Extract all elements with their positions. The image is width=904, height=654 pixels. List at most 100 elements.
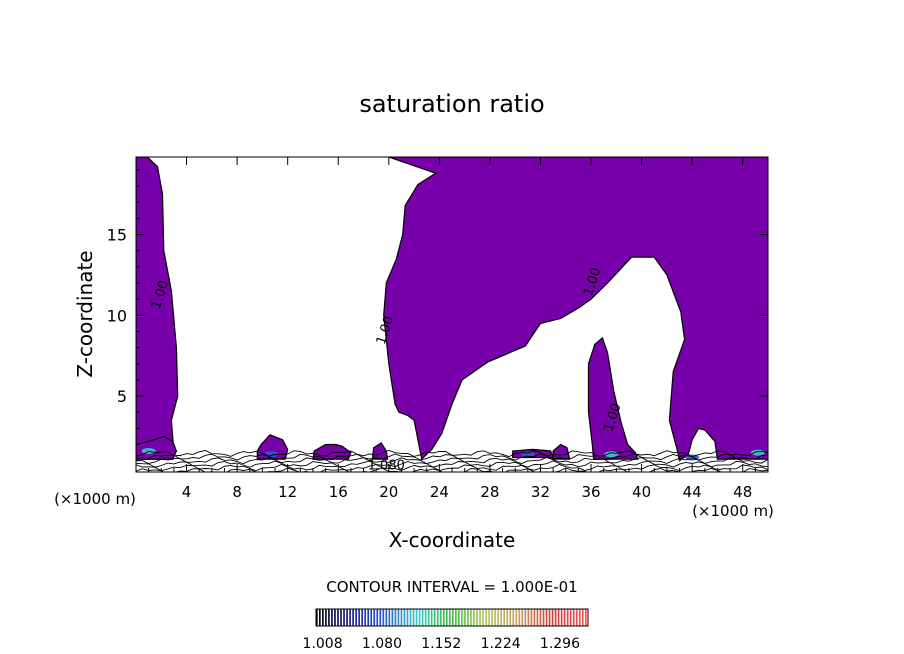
colorbar-stripe [400, 609, 403, 626]
x-tick-label-8: 8 [232, 483, 242, 501]
colorbar-stripe [361, 609, 363, 626]
colorbar-stripe [331, 609, 333, 626]
colorbar-stripe [385, 609, 388, 626]
colorbar-stripe [470, 609, 472, 626]
colorbar-stripe [521, 609, 524, 626]
colorbar-stripe [403, 609, 406, 626]
colorbar-stripe [458, 609, 460, 626]
colorbar-stripe [518, 609, 521, 626]
y-tick-label-15: 15 [107, 226, 127, 245]
colorbar-stripe [452, 609, 454, 626]
colorbar-stripe [530, 609, 533, 626]
colorbar-stripe [442, 609, 445, 626]
colorbar-stripe [476, 609, 478, 626]
colorbar-stripe [394, 609, 397, 626]
colorbar-stripe [409, 609, 412, 626]
colorbar-stripe [355, 609, 357, 626]
colorbar-stripe [325, 609, 327, 626]
colorbar-stripe [497, 609, 499, 626]
colorbar-stripe [512, 609, 515, 626]
x-tick-label-44: 44 [683, 483, 702, 501]
region-bump-33 [552, 443, 571, 460]
colorbar-stripe [488, 609, 490, 626]
colorbar-tick-labels: 1.008 1.080 1.152 1.224 1.296 [303, 636, 581, 652]
colorbar-frame [315, 608, 589, 627]
colorbar-stripe [569, 609, 572, 626]
colorbar-stripe [554, 609, 557, 626]
colorbar-stripe [542, 609, 545, 626]
y-tick-label-5: 5 [117, 387, 127, 406]
x-tick-label-28: 28 [480, 483, 499, 501]
colorbar-stripe [473, 609, 475, 626]
colorbar-stripe [379, 609, 382, 626]
chart-title: saturation ratio [359, 90, 544, 118]
colorbar-stripe [455, 609, 457, 626]
colorbar-stripe [322, 609, 324, 626]
colorbar-stripe [391, 609, 394, 626]
colorbar-stripe [566, 609, 569, 626]
colorbar-stripe [548, 609, 551, 626]
colorbar-stripe [503, 609, 506, 626]
x-tick-label-20: 20 [379, 483, 398, 501]
colorbar-stripe [560, 609, 563, 626]
colorbar-stripe [536, 609, 539, 626]
colorbar-stripe [328, 609, 330, 626]
cloud-regions [136, 157, 768, 462]
contour-interval-text: CONTOUR INTERVAL = 1.000E-01 [326, 578, 577, 596]
x-tick-label-16: 16 [329, 483, 348, 501]
colorbar-stripe [491, 609, 493, 626]
colorbar-stripe [482, 609, 484, 626]
colorbar-stripe [527, 609, 530, 626]
colorbar-stripe [539, 609, 542, 626]
colorbar-stripe [421, 609, 424, 626]
colorbar-stripe [433, 609, 436, 626]
x-tick-label-24: 24 [430, 483, 449, 501]
hot-spot-2 [750, 449, 765, 456]
region-pillar-36 [587, 336, 639, 460]
colorbar-stripe [479, 609, 481, 626]
colorbar-stripe [382, 609, 385, 626]
colorbar-stripe [427, 609, 430, 626]
colorbar-stripe [485, 609, 487, 626]
colorbar-tick-label-0: 1.008 [303, 636, 343, 652]
colorbar-stripe [572, 609, 575, 626]
colorbar-stripe [337, 609, 339, 626]
colorbar-stripe [430, 609, 433, 626]
colorbar-stripe [436, 609, 439, 626]
colorbar-stripe [581, 609, 584, 626]
colorbar-stripe [533, 609, 536, 626]
colorbar-stripe [334, 609, 336, 626]
colorbar-stripe [373, 609, 376, 626]
terrain-contour-3 [136, 456, 768, 465]
y-tick-label-10: 10 [107, 306, 127, 325]
colorbar-stripe [367, 609, 370, 626]
x-tick-label-32: 32 [531, 483, 550, 501]
colorbar-stripe [575, 609, 578, 626]
y-axis-label: Z-coordinate [73, 250, 97, 377]
contour-label-4: 1.080 [368, 459, 405, 474]
y-axis-ticks: 5 10 15 [107, 169, 768, 462]
colorbar-stripe [340, 609, 342, 626]
x-tick-label-4: 4 [182, 483, 192, 501]
colorbar-stripe [515, 609, 518, 626]
colorbar-stripe [352, 609, 354, 626]
terrain-contour-2 [136, 460, 768, 468]
colorbar-stripe [464, 609, 466, 626]
colorbar-stripe [376, 609, 379, 626]
colorbar-stripe [343, 609, 345, 626]
x-unit-right: (×1000 m) [692, 502, 774, 520]
colorbar-stripe [406, 609, 409, 626]
colorbar-stripe [445, 609, 448, 626]
x-axis-label: X-coordinate [389, 528, 516, 552]
colorbar-stripe [388, 609, 391, 626]
colorbar-tick-label-1: 1.080 [362, 636, 402, 652]
x-tick-label-36: 36 [581, 483, 600, 501]
colorbar-stripe [506, 609, 509, 626]
colorbar-stripe [467, 609, 469, 626]
colorbar-stripe [494, 609, 496, 626]
colorbar-stripe [448, 609, 451, 626]
colorbar-stripe [563, 609, 566, 626]
colorbar-stripe [578, 609, 581, 626]
colorbar-stripe [319, 609, 321, 626]
